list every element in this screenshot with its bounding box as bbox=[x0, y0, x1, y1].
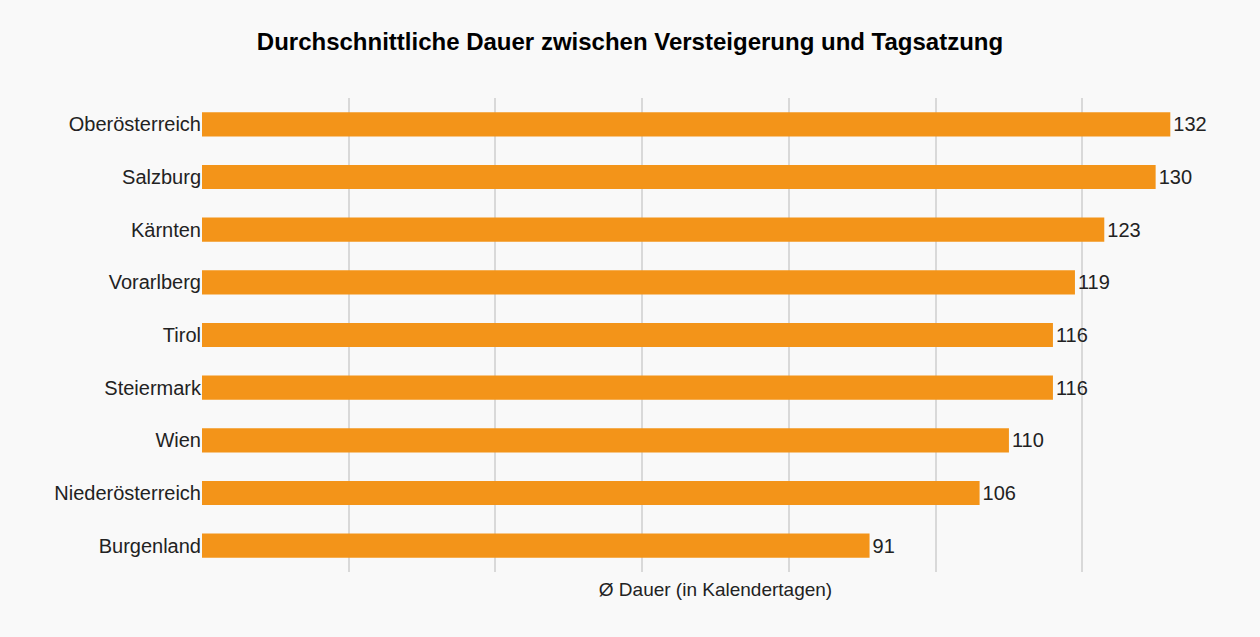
svg-text:116: 116 bbox=[1056, 377, 1088, 399]
svg-text:Durchschnittliche Dauer zwisch: Durchschnittliche Dauer zwischen Verstei… bbox=[257, 28, 1003, 55]
svg-text:91: 91 bbox=[873, 535, 895, 557]
svg-text:Salzburg: Salzburg bbox=[122, 166, 201, 188]
svg-text:130: 130 bbox=[1159, 166, 1192, 188]
svg-text:Tirol: Tirol bbox=[163, 324, 201, 346]
svg-text:Burgenland: Burgenland bbox=[99, 535, 201, 557]
svg-text:110: 110 bbox=[1012, 429, 1044, 451]
svg-text:Oberösterreich: Oberösterreich bbox=[69, 113, 201, 135]
svg-text:Wien: Wien bbox=[155, 429, 201, 451]
svg-text:116: 116 bbox=[1056, 324, 1088, 346]
svg-text:119: 119 bbox=[1078, 271, 1110, 293]
svg-text:Niederösterreich: Niederösterreich bbox=[54, 482, 201, 504]
svg-text:Kärnten: Kärnten bbox=[131, 219, 201, 241]
svg-text:132: 132 bbox=[1173, 113, 1206, 135]
svg-text:Steiermark: Steiermark bbox=[104, 377, 202, 399]
svg-text:Ø Dauer (in Kalendertagen): Ø Dauer (in Kalendertagen) bbox=[599, 579, 832, 600]
svg-text:Vorarlberg: Vorarlberg bbox=[109, 271, 201, 293]
svg-text:106: 106 bbox=[983, 482, 1016, 504]
svg-text:123: 123 bbox=[1107, 219, 1140, 241]
